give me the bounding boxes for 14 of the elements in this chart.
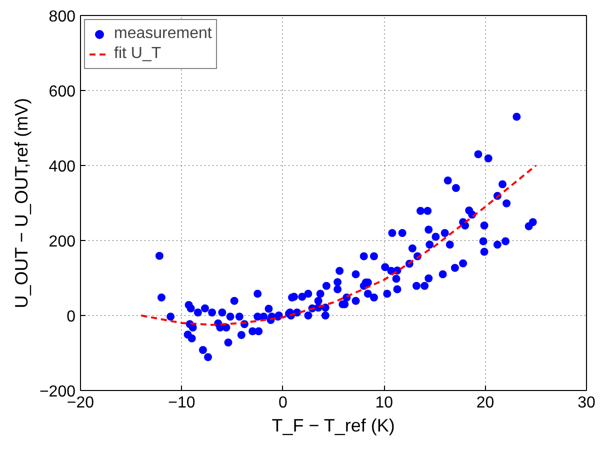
x-tick-label: 10 [375, 394, 394, 412]
legend-label: fit U_T [114, 45, 162, 63]
y-axis-title: U_OUT − U_OUT,ref (mV) [11, 98, 32, 308]
x-tick-label: 0 [278, 394, 288, 412]
x-axis-title: T_F − T_ref (K) [272, 416, 395, 436]
y-tick-label: 400 [48, 158, 76, 176]
x-tick-label: 30 [578, 394, 596, 412]
y-tick-label: 200 [48, 234, 76, 250]
legend-label: measurement [114, 25, 212, 43]
y-tick-label: 600 [48, 84, 76, 100]
y-tick-label: 0 [66, 308, 76, 326]
y-tick-label: 800 [48, 8, 76, 26]
x-tick-label: 20 [476, 394, 494, 412]
x-tick-label: −10 [168, 394, 196, 412]
